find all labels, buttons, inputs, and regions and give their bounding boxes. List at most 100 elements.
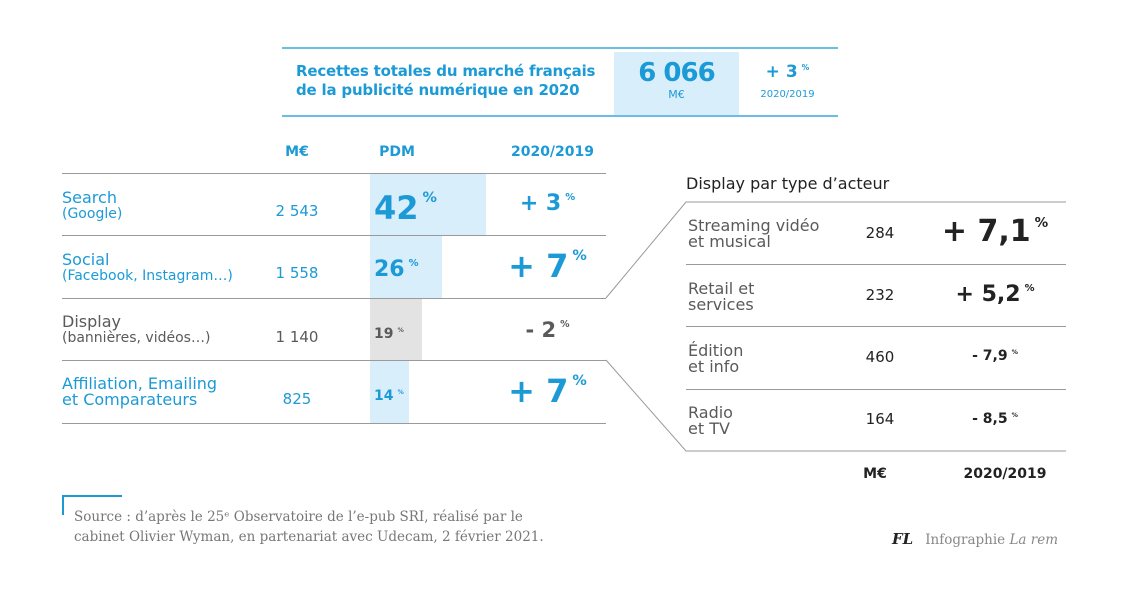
credit-magazine: La rem [1009,532,1059,548]
share-value: 14 [374,388,394,404]
row-divider [62,173,606,174]
pct-symbol: % [397,388,404,396]
pct-symbol: % [560,318,570,330]
row-label-line2: et musical [688,232,771,251]
header-title: Recettes totales du marché français de l… [296,62,606,100]
pct-symbol: % [1034,215,1049,232]
pct-symbol: % [572,373,587,390]
row-display-share: 19% [374,326,404,342]
display-row-edition-growth: - 7,9% [925,348,1065,364]
row-display-growth: - 2% [490,318,605,342]
row-divider [62,360,606,361]
header-title-line1: Recettes totales du marché français [296,62,596,80]
header-title-line2: de la publicité numérique en 2020 [296,81,580,99]
growth-value: + 7 [508,247,569,285]
row-label: Display [62,312,121,331]
row-divider [62,298,606,299]
source-note: Source : d’après le 25ᵉ Observatoire de … [74,507,594,547]
total-value: 6 066 [638,58,715,88]
row-social-value: 1 558 [275,264,319,282]
display-row-edition-value: 460 [865,348,895,366]
row-sublabel: (bannières, vidéos…) [62,330,211,346]
row-sublabel: (Facebook, Instagram…) [62,268,233,284]
row-display-label: Display (bannières, vidéos…) [62,312,211,347]
display-row-divider [686,389,1066,390]
col-header-growth: 2020/2019 [510,144,595,160]
row-label-line1: Édition [688,341,744,360]
source-corner-mark [62,495,122,497]
row-label-line1: Streaming vidéo [688,216,820,235]
row-affiliation-share: 14% [374,388,404,404]
row-affiliation-growth: + 7% [490,372,605,410]
pct-symbol: % [1024,282,1035,294]
growth-value: + 3 [519,191,562,216]
pct-symbol: % [422,190,437,207]
col-header-value: M€ [285,144,309,160]
growth-value: + 7 [508,372,569,410]
col-header-share: PDM [379,144,415,160]
display-row-divider [686,326,1066,327]
row-search-label: Search (Google) [62,188,123,223]
connector-lower [605,359,1066,452]
row-label-line2: et info [688,357,740,376]
fl-logo: FL [892,530,914,548]
display-row-edition-label: Édition et info [688,343,743,375]
pct-symbol: % [565,191,576,203]
row-search-growth: + 3% [490,191,605,216]
row-label-line1: Radio [688,403,733,422]
display-row-streaming-value: 284 [865,224,895,242]
row-search-share: 42% [374,189,437,227]
row-divider [62,235,606,236]
row-display-value: 1 140 [275,328,319,346]
total-growth: + 3% [745,62,830,82]
row-label: Affiliation, Emailing [62,374,218,393]
header-top-rule [282,47,838,49]
source-line1: Source : d’après le 25ᵉ Observatoire de … [74,509,523,525]
total-growth-value: + 3 [765,62,798,82]
row-label-line2: et TV [688,419,730,438]
credit-text: Infographie [925,532,1006,548]
share-value: 19 [374,326,394,342]
growth-value: + 7,1 [941,214,1031,249]
growth-value: + 5,2 [955,282,1021,307]
display-row-radio-growth: - 8,5% [925,411,1065,427]
display-row-streaming-label: Streaming vidéo et musical [688,218,819,250]
display-row-retail-label: Retail et services [688,281,754,313]
row-label-line2: services [688,295,754,314]
row-affiliation-label: Affiliation, Emailing et Comparateurs [62,376,217,408]
share-value: 26 [374,257,405,282]
source-line2: cabinet Olivier Wyman, en partenariat av… [74,529,544,545]
header-bottom-rule [282,115,838,117]
display-footer-period: 2020/2019 [963,466,1047,482]
display-row-retail-value: 232 [865,286,895,304]
row-label-line1: Retail et [688,279,755,298]
display-row-radio-label: Radio et TV [688,405,733,437]
row-search-value: 2 543 [275,202,319,220]
pct-symbol: % [572,248,587,265]
display-table-title: Display par type d’acteur [686,174,890,193]
total-growth-period: 2020/2019 [760,89,815,100]
pct-symbol: % [408,257,419,269]
total-growth-pct: % [801,62,810,72]
display-row-divider [686,264,1066,265]
row-divider [62,423,606,424]
row-sublabel: (Google) [62,206,123,222]
display-row-streaming-growth: + 7,1% [925,214,1065,249]
connector-upper [605,201,1066,299]
credit: FL Infographie La rem [892,530,1058,548]
share-bar [370,236,442,298]
pct-symbol: % [397,326,404,334]
pct-symbol: % [1011,411,1018,419]
row-sublabel: et Comparateurs [62,390,198,409]
growth-value: - 8,5 [972,411,1008,427]
row-social-label: Social (Facebook, Instagram…) [62,250,233,285]
row-social-growth: + 7% [490,247,605,285]
row-label: Search [62,188,117,207]
row-affiliation-value: 825 [282,390,312,408]
share-bar [370,174,486,236]
source-corner-mark [62,495,64,515]
share-bar [370,299,422,361]
row-label: Social [62,250,110,269]
display-row-retail-growth: + 5,2% [925,282,1065,307]
